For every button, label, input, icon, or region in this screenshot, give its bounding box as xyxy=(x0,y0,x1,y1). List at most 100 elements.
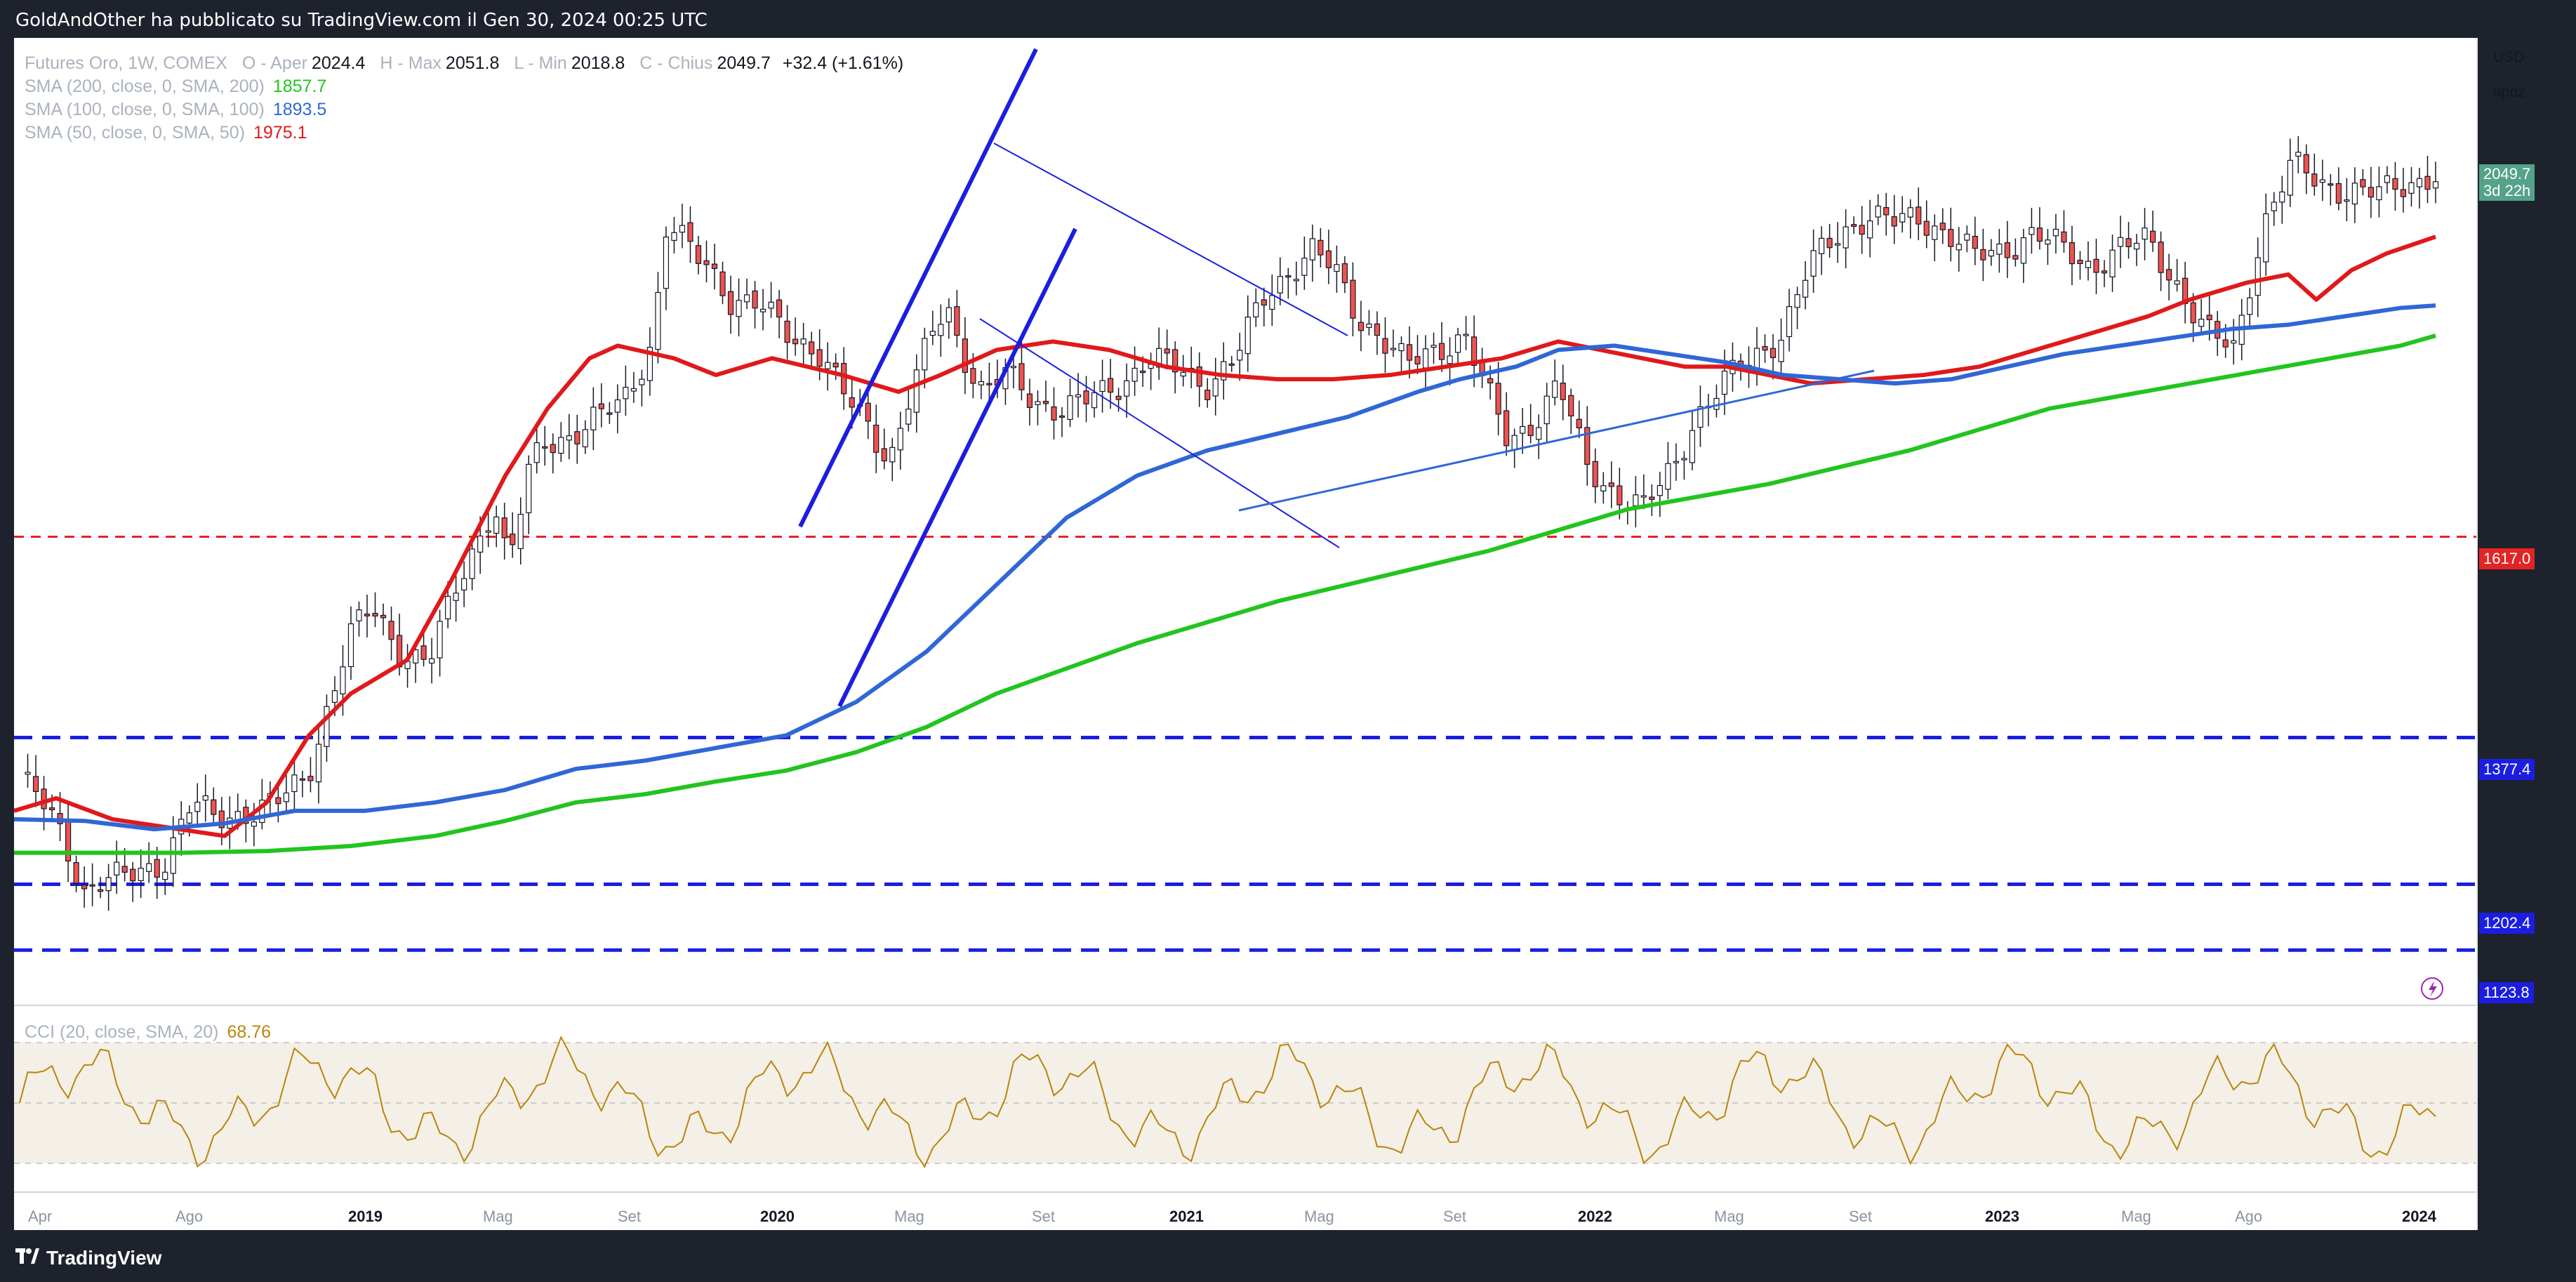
candle-up xyxy=(590,407,597,430)
candle-down xyxy=(606,412,613,415)
candle-up xyxy=(412,649,419,663)
candle-down xyxy=(1285,275,1292,278)
candle-up xyxy=(1221,361,1227,381)
candle-down xyxy=(2061,231,2067,243)
candle-down xyxy=(299,778,306,781)
candle-up xyxy=(2271,201,2277,211)
candle-down xyxy=(2424,176,2431,190)
time-axis-label: Ago xyxy=(2235,1208,2262,1225)
candle-down xyxy=(719,271,726,296)
candle-down xyxy=(48,807,55,811)
candle-up xyxy=(679,225,686,233)
time-axis-label: 2024 xyxy=(2402,1208,2437,1225)
cci-label: CCI (20, close, SMA, 20) xyxy=(25,1022,219,1042)
candle-up xyxy=(759,308,766,312)
instrument-title: Futures Oro, 1W, COMEX xyxy=(25,53,227,73)
candle-down xyxy=(809,341,815,355)
candle-up xyxy=(1657,484,1663,496)
time-axis-label: Mag xyxy=(2121,1208,2151,1225)
candle-up xyxy=(1180,371,1186,377)
candle-up xyxy=(517,513,524,549)
candle-up xyxy=(2319,179,2325,183)
publish-info: GoldAndOther ha pubblicato su TradingVie… xyxy=(15,10,708,31)
candle-down xyxy=(687,222,693,242)
sma200-legend[interactable]: SMA (200, close, 0, SMA, 200) 1857.7 xyxy=(25,77,326,97)
sma50-legend[interactable]: SMA (50, close, 0, SMA, 50) 1975.1 xyxy=(25,123,307,143)
candle-up xyxy=(1277,276,1283,293)
candle-up xyxy=(1067,395,1073,421)
candle-down xyxy=(2311,173,2318,187)
sma200-line xyxy=(14,333,2436,855)
candle-up xyxy=(905,409,912,425)
candle-down xyxy=(1115,395,1122,400)
candle-down xyxy=(1560,382,1566,400)
candle-down xyxy=(703,260,710,265)
candle-up xyxy=(25,772,31,775)
candle-up xyxy=(978,381,984,385)
instrument-legend[interactable]: Futures Oro, 1W, COMEX O - Aper 2024.4 H … xyxy=(25,53,903,74)
candle-up xyxy=(1366,323,1372,329)
candle-down xyxy=(2125,238,2132,248)
candle-down xyxy=(1980,249,1986,260)
last-price-value: 2049.7 xyxy=(2483,165,2531,183)
time-axis-label: Mag xyxy=(1304,1208,1334,1225)
candle-down xyxy=(1770,348,1777,359)
candle-up xyxy=(800,338,806,345)
candle-up xyxy=(445,595,451,620)
currency-label[interactable]: USD xyxy=(2493,49,2525,65)
candle-down xyxy=(784,320,790,343)
high-value: 2051.8 xyxy=(445,53,500,73)
candle-down xyxy=(1584,427,1591,465)
candle-up xyxy=(1422,348,1429,369)
candle-up xyxy=(2255,257,2261,296)
candle-down xyxy=(2303,154,2309,173)
candle-up xyxy=(1293,279,1299,282)
candle-up xyxy=(825,362,831,369)
candle-up xyxy=(2045,239,2051,245)
candle-up xyxy=(1244,317,1251,355)
time-axis-label: Set xyxy=(1849,1208,1872,1225)
candle-down xyxy=(2004,242,2010,258)
candle-up xyxy=(146,863,152,872)
candle-up xyxy=(1875,205,1881,218)
chart-canvas[interactable]: 2100.02050.02000.01950.01900.01850.01800… xyxy=(14,38,2478,1230)
time-axis-label: Mag xyxy=(1714,1208,1744,1225)
candle-down xyxy=(1948,229,1954,247)
candle-down xyxy=(1916,206,1922,225)
candle-up xyxy=(2376,186,2382,201)
candle-down xyxy=(2166,269,2172,281)
sma100-legend[interactable]: SMA (100, close, 0, SMA, 100) 1893.5 xyxy=(25,100,326,120)
change-value: +32.4 (+1.61%) xyxy=(782,53,904,73)
candle-down xyxy=(1382,338,1388,354)
candle-up xyxy=(1988,250,1994,257)
candle-up xyxy=(1010,366,1017,369)
candle-down xyxy=(2093,258,2099,273)
candle-up xyxy=(1689,430,1696,463)
candle-up xyxy=(938,324,944,336)
candle-up xyxy=(283,792,289,802)
candle-down xyxy=(1568,395,1574,417)
candle-down xyxy=(1608,482,1614,487)
candle-up xyxy=(291,774,298,793)
candle-up xyxy=(469,548,475,579)
candle-down xyxy=(954,306,960,336)
candle-up xyxy=(1543,395,1550,425)
scale-mode-label[interactable]: apoz xyxy=(2493,84,2525,100)
candle-down xyxy=(1042,400,1049,404)
candle-up xyxy=(582,429,588,448)
cci-band xyxy=(14,1043,2476,1163)
candle-up xyxy=(1786,306,1793,338)
close-label: C - Chius xyxy=(639,53,713,73)
candle-down xyxy=(1939,223,1946,230)
candle-down xyxy=(2077,260,2083,265)
cci-legend[interactable]: CCI (20, close, SMA, 20) 68.76 xyxy=(25,1022,271,1043)
sma50-label: SMA (50, close, 0, SMA, 50) xyxy=(25,123,246,143)
candle-down xyxy=(1140,370,1146,374)
sma200-value: 1857.7 xyxy=(272,77,327,96)
candle-up xyxy=(2052,228,2059,237)
chart-area[interactable]: 2100.02050.02000.01950.01900.01850.01800… xyxy=(14,38,2535,1230)
candle-down xyxy=(1357,322,1365,331)
candle-down xyxy=(1923,220,1930,236)
support-trendline xyxy=(1238,369,1875,512)
candle-down xyxy=(986,383,992,385)
